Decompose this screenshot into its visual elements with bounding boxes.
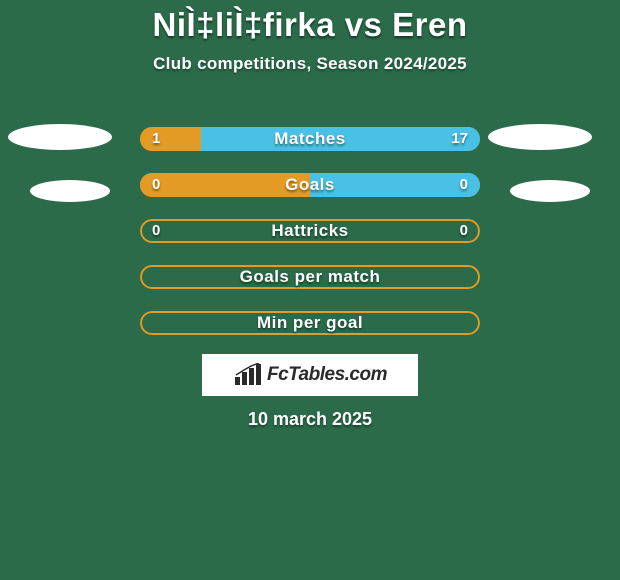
- stat-label: Hattricks: [140, 219, 480, 243]
- comparison-infographic: NiÌ‡liÌ‡firka vs Eren Club competitions,…: [0, 0, 620, 580]
- stat-label: Goals: [140, 173, 480, 197]
- stat-row: Hattricks0 0: [140, 219, 480, 243]
- bars-icon: [233, 363, 263, 387]
- team-marker-left: [30, 180, 110, 202]
- stat-label: Goals per match: [140, 265, 480, 289]
- stat-row: Goals0 0: [140, 173, 480, 197]
- right-value: 17: [451, 127, 468, 151]
- right-value: 0: [460, 219, 468, 243]
- page-subtitle: Club competitions, Season 2024/2025: [0, 54, 620, 74]
- team-marker-right: [488, 124, 592, 150]
- stat-label: Matches: [140, 127, 480, 151]
- date-text: 10 march 2025: [0, 409, 620, 430]
- team-marker-right: [510, 180, 590, 202]
- stat-row: Matches1 17: [140, 127, 480, 151]
- stat-bars: Matches117Goals00Hattricks00Goals per ma…: [140, 127, 480, 357]
- left-value: 1: [152, 127, 160, 151]
- right-value: 0: [460, 173, 468, 197]
- logo-box: FcTables.com: [202, 354, 418, 396]
- stat-label: Min per goal: [140, 311, 480, 335]
- page-title: NiÌ‡liÌ‡firka vs Eren: [0, 0, 620, 44]
- left-value: 0: [152, 173, 160, 197]
- team-marker-left: [8, 124, 112, 150]
- logo-text: FcTables.com: [267, 364, 387, 386]
- logo: FcTables.com: [233, 363, 387, 387]
- stat-row: Min per goal: [140, 311, 480, 335]
- stat-row: Goals per match: [140, 265, 480, 289]
- left-value: 0: [152, 219, 160, 243]
